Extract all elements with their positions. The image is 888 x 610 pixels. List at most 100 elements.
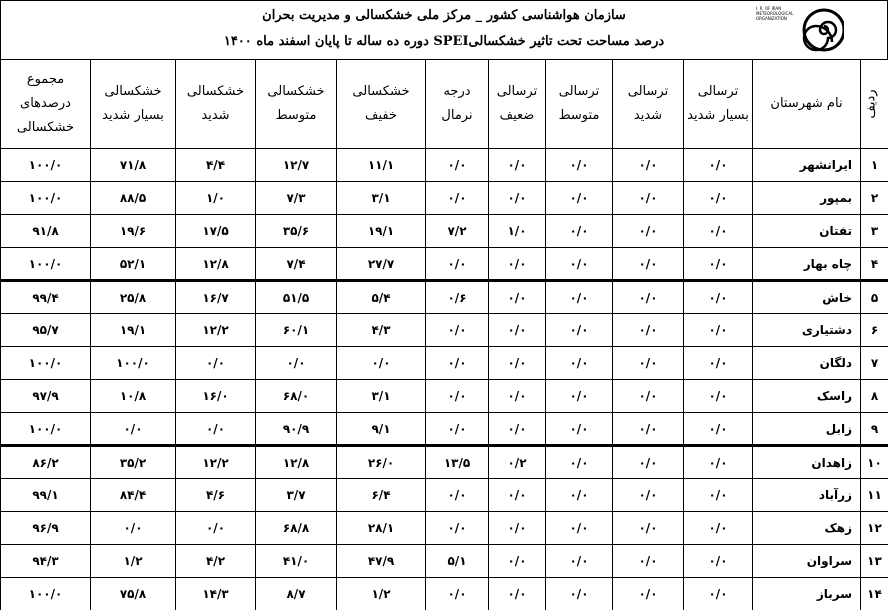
value-cell: ۲۸/۱: [336, 511, 426, 545]
value-cell: ۰/۰: [255, 346, 337, 380]
logo: [802, 8, 844, 52]
value-cell: ۸۶/۲: [0, 445, 91, 479]
value-cell: ۱۲/۸: [255, 445, 337, 479]
value-cell: ۰/۰: [612, 214, 684, 248]
value-cell: ۱۹/۱: [336, 214, 426, 248]
value-cell: ۴/۴: [175, 148, 256, 182]
value-cell: ۹۹/۴: [0, 280, 91, 314]
value-cell: ۷۵/۸: [90, 577, 176, 610]
value-cell: ۰/۰: [612, 379, 684, 413]
value-cell: ۴/۳: [336, 313, 426, 347]
table-row: ۱۴ سرباز ۰/۰ ۰/۰ ۰/۰ ۰/۰ ۰/۰ ۱/۲ ۸/۷ ۱۴/۳ ۷۵/۸ ۱۰۰/…: [0, 577, 888, 610]
value-cell: ۰/۰: [488, 478, 546, 512]
value-cell: ۶۸/۰: [255, 379, 337, 413]
value-cell: ۱۷/۵: [175, 214, 256, 248]
value-cell: ۰/۰: [488, 412, 546, 447]
value-cell: ۵۱/۵: [255, 280, 337, 314]
value-cell: ۱۶/۷: [175, 280, 256, 314]
value-cell: ۰/۰: [683, 511, 753, 545]
value-cell: ۱۰/۸: [90, 379, 176, 413]
value-cell: ۰/۰: [683, 247, 753, 282]
value-cell: ۰/۰: [425, 181, 489, 215]
value-cell: ۰/۰: [612, 280, 684, 314]
value-cell: ۰/۰: [488, 511, 546, 545]
title: سازمان هواشناسی کشور _ مرکز ملی خشکسالی …: [262, 8, 626, 23]
value-cell: ۹: [860, 412, 888, 447]
table-row: ۶ دشتیاری ۰/۰ ۰/۰ ۰/۰ ۰/۰ ۰/۰ ۴/۳ ۶۰/۱ ۱۲/۲ ۱۹/۱ ۹۵…: [0, 313, 888, 347]
value-cell: ۰/۰: [545, 346, 613, 380]
value-cell: ۰/۰: [425, 379, 489, 413]
table-row: ۵ خاش ۰/۰ ۰/۰ ۰/۰ ۰/۰ ۰/۶ ۵/۴ ۵۱/۵ ۱۶/۷ ۲۵/۸ ۹۹/۴: [0, 280, 888, 314]
header-row: ردیف نام شهرستان ترسالی بسیار شدید ترسالی ش…: [0, 59, 888, 149]
city-cell: دلگان: [752, 346, 861, 380]
city-cell: تفتان: [752, 214, 861, 248]
column-header: خشکسالی متوسط: [255, 59, 337, 149]
value-cell: ۰/۰: [175, 511, 256, 545]
value-cell: ۱۰۰/۰: [0, 346, 91, 380]
value-cell: ۰/۰: [683, 346, 753, 380]
value-cell: ۰/۰: [683, 181, 753, 215]
table-row: ۱۰ زاهدان ۰/۰ ۰/۰ ۰/۰ ۰/۲ ۱۳/۵ ۲۶/۰ ۱۲/۸ ۱۲/۲ ۳۵/۲…: [0, 445, 888, 479]
value-cell: ۱۰۰/۰: [0, 148, 91, 182]
value-cell: ۶۸/۸: [255, 511, 337, 545]
value-cell: ۰/۰: [545, 478, 613, 512]
value-cell: ۳۵/۶: [255, 214, 337, 248]
value-cell: ۰/۰: [425, 412, 489, 447]
table-row: ۱۲ زهک ۰/۰ ۰/۰ ۰/۰ ۰/۰ ۰/۰ ۲۸/۱ ۶۸/۸ ۰/۰ ۰/۰ ۹۶/۹: [0, 511, 888, 545]
value-cell: ۱۱: [860, 478, 888, 512]
value-cell: ۲۵/۸: [90, 280, 176, 314]
value-cell: ۰/۰: [425, 313, 489, 347]
value-cell: ۰/۰: [488, 181, 546, 215]
table-row: ۱ ایرانشهر ۰/۰ ۰/۰ ۰/۰ ۰/۰ ۰/۰ ۱۱/۱ ۱۲/۷ ۴/۴ ۷۱/۸ ۱…: [0, 148, 888, 182]
value-cell: ۰/۰: [683, 148, 753, 182]
value-cell: ۰/۰: [683, 280, 753, 314]
value-cell: ۰/۰: [612, 577, 684, 610]
column-header: درجه نرمال: [425, 59, 489, 149]
value-cell: ۶: [860, 313, 888, 347]
value-cell: ۰/۰: [683, 379, 753, 413]
logo-text: I. R. OF IRAN METEOROLOGICAL ORGANIZATIO…: [756, 6, 794, 21]
value-cell: ۰/۰: [488, 379, 546, 413]
city-cell: زابل: [752, 412, 861, 447]
data-table: ردیف نام شهرستان ترسالی بسیار شدید ترسالی ش…: [0, 59, 888, 610]
value-cell: ۱۴/۳: [175, 577, 256, 610]
column-header: ترسالی متوسط: [545, 59, 613, 149]
column-header-text: ردیف: [863, 89, 879, 119]
value-cell: ۲۶/۰: [336, 445, 426, 479]
city-cell: ایرانشهر: [752, 148, 861, 182]
value-cell: ۹۵/۷: [0, 313, 91, 347]
value-cell: ۱۰۰/۰: [0, 181, 91, 215]
value-cell: ۰/۰: [545, 214, 613, 248]
value-cell: ۰/۰: [612, 478, 684, 512]
value-cell: ۹۴/۳: [0, 544, 91, 578]
value-cell: ۰/۰: [488, 346, 546, 380]
table-row: ۹ زابل ۰/۰ ۰/۰ ۰/۰ ۰/۰ ۰/۰ ۹/۱ ۹۰/۹ ۰/۰ ۰/۰ ۱۰۰/۰: [0, 412, 888, 447]
value-cell: ۰/۰: [612, 346, 684, 380]
value-cell: ۴۱/۰: [255, 544, 337, 578]
value-cell: ۰/۰: [683, 544, 753, 578]
city-cell: راسک: [752, 379, 861, 413]
value-cell: ۸: [860, 379, 888, 413]
value-cell: ۴/۲: [175, 544, 256, 578]
value-cell: ۱/۲: [336, 577, 426, 610]
table-row: ۲ بمپور ۰/۰ ۰/۰ ۰/۰ ۰/۰ ۰/۰ ۳/۱ ۷/۳ ۱/۰ ۸۸/۵ ۱۰۰/۰: [0, 181, 888, 215]
value-cell: ۱۰۰/۰: [0, 247, 91, 282]
value-cell: ۲: [860, 181, 888, 215]
value-cell: ۰/۰: [545, 412, 613, 447]
value-cell: ۰/۰: [683, 445, 753, 479]
column-header: مجموع درصدهای خشکسالی: [0, 59, 91, 149]
value-cell: ۰/۰: [545, 181, 613, 215]
value-cell: ۰/۰: [545, 544, 613, 578]
value-cell: ۹/۱: [336, 412, 426, 447]
value-cell: ۵/۱: [425, 544, 489, 578]
value-cell: ۴: [860, 247, 888, 282]
value-cell: ۰/۰: [683, 577, 753, 610]
value-cell: ۰/۰: [488, 247, 546, 282]
value-cell: ۱۳/۵: [425, 445, 489, 479]
value-cell: ۰/۰: [683, 412, 753, 447]
table-row: ۷ دلگان ۰/۰ ۰/۰ ۰/۰ ۰/۰ ۰/۰ ۰/۰ ۰/۰ ۰/۰ ۱۰۰/۰ ۱۰۰/۰: [0, 346, 888, 380]
value-cell: ۳/۱: [336, 181, 426, 215]
subtitle: درصد مساحت تحت تاثیر خشکسالیSPEI دوره ده…: [223, 34, 665, 49]
value-cell: ۰/۰: [425, 511, 489, 545]
